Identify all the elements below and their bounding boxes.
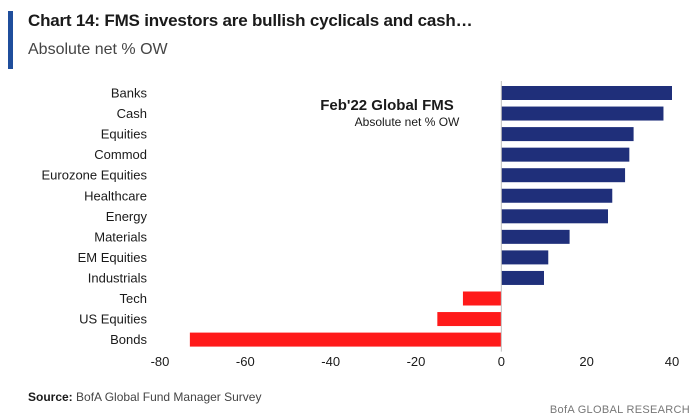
x-tick-label: -20 [407, 354, 426, 369]
category-label: Healthcare [84, 188, 147, 203]
bar [501, 270, 544, 285]
title-accent-bar [8, 11, 13, 69]
x-tick-label: -40 [321, 354, 340, 369]
category-label: Eurozone Equities [41, 168, 147, 183]
category-label: Industrials [88, 270, 148, 285]
source-text: BofA Global Fund Manager Survey [76, 390, 262, 404]
category-label: Tech [120, 291, 147, 306]
bar [501, 147, 630, 162]
bar [189, 332, 502, 347]
chart-subtitle: Absolute net % OW [28, 41, 168, 58]
bar [437, 312, 502, 327]
bar [501, 106, 664, 121]
x-tick-label: -60 [236, 354, 255, 369]
category-label: EM Equities [78, 250, 148, 265]
bar [462, 291, 502, 306]
bar [501, 250, 549, 265]
category-label: Materials [94, 229, 147, 244]
category-label: Commod [94, 147, 147, 162]
source-label: Source: [28, 390, 73, 404]
category-label: Bonds [110, 332, 147, 347]
bar [501, 209, 608, 224]
category-label: US Equities [79, 312, 147, 327]
x-tick-label: 0 [498, 354, 505, 369]
x-tick-label: 40 [665, 354, 679, 369]
category-label: Banks [111, 86, 148, 101]
brand-footer: BofA GLOBAL RESEARCH [549, 404, 690, 416]
category-label: Energy [106, 209, 148, 224]
bar [501, 127, 634, 142]
bar [501, 188, 613, 203]
source-note: Source: BofA Global Fund Manager Survey [28, 390, 261, 404]
x-tick-label: -80 [151, 354, 170, 369]
chart-title: Chart 14: FMS investors are bullish cycl… [28, 11, 473, 30]
bar [501, 168, 626, 183]
category-label: Cash [117, 106, 147, 121]
category-label: Equities [101, 127, 148, 142]
x-tick-label: 20 [579, 354, 593, 369]
bar [501, 229, 570, 244]
inner-chart-title: Feb'22 Global FMS [320, 97, 454, 114]
inner-chart-subtitle: Absolute net % OW [355, 115, 460, 129]
bar [501, 86, 672, 100]
